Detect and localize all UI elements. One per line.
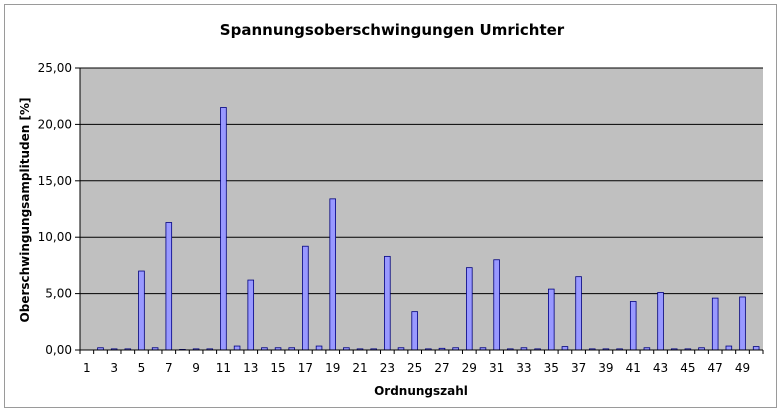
bar-order-5 — [138, 270, 145, 351]
bar-order-48 — [725, 345, 733, 351]
x-tick-label: 25 — [407, 361, 422, 375]
bar-order-7 — [165, 222, 173, 351]
bar-order-36 — [561, 346, 569, 351]
x-tick-label: 21 — [352, 361, 367, 375]
bar-order-29 — [466, 267, 473, 351]
x-tick-label: 9 — [192, 361, 200, 375]
bar-order-12 — [233, 345, 241, 351]
x-tick-label: 41 — [626, 361, 641, 375]
bar-order-31 — [493, 259, 500, 351]
x-tick-label: 39 — [598, 361, 613, 375]
bar-order-50 — [752, 346, 760, 351]
x-tick-label: 37 — [571, 361, 586, 375]
y-tick-labels: 0,00 5,00 10,00 15,00 20,00 25,00 — [38, 61, 72, 357]
bar-order-43 — [657, 292, 664, 351]
x-tick-label: 31 — [489, 361, 504, 375]
y-tick-label: 25,00 — [38, 61, 72, 75]
x-tick-label: 1 — [83, 361, 91, 375]
plot-area — [80, 68, 763, 350]
bar-order-17 — [302, 245, 309, 351]
x-tick-label: 33 — [516, 361, 531, 375]
bar-order-49 — [739, 296, 746, 351]
x-tick-label: 17 — [298, 361, 313, 375]
x-tick-label: 35 — [544, 361, 559, 375]
y-tick-label: 10,00 — [38, 230, 72, 244]
x-tick-label: 23 — [380, 361, 395, 375]
x-tick-label: 7 — [165, 361, 173, 375]
x-tick-label: 13 — [243, 361, 258, 375]
x-tick-labels: 1 3 5 7 9 11 13 15 17 19 21 23 25 27 29 31 33 35 37 39 41 43 4… — [83, 361, 750, 375]
bars — [97, 107, 760, 351]
bar-order-47 — [711, 297, 719, 351]
y-tick-label: 5,00 — [45, 287, 72, 301]
grid-lines — [75, 67, 763, 351]
bar-order-41 — [629, 301, 637, 351]
x-tick-label: 5 — [138, 361, 146, 375]
y-axis-label: Oberschwingungsamplituden [%] — [18, 98, 32, 323]
bar-order-11 — [220, 107, 227, 351]
x-tick-label: 47 — [708, 361, 723, 375]
y-tick-label: 20,00 — [38, 117, 72, 131]
x-tick-label: 19 — [325, 361, 340, 375]
bar-order-13 — [247, 279, 255, 351]
x-tick-label: 3 — [110, 361, 118, 375]
x-tick-label: 43 — [653, 361, 668, 375]
x-tick-label: 45 — [680, 361, 695, 375]
bar-order-35 — [548, 288, 555, 351]
x-tick-label: 15 — [270, 361, 285, 375]
y-tick-label: 0,00 — [45, 343, 72, 357]
chart-title: Spannungsoberschwingungen Umrichter — [220, 21, 565, 39]
x-tick-label: 27 — [434, 361, 449, 375]
bar-order-37 — [575, 276, 582, 351]
x-tick-label: 49 — [735, 361, 750, 375]
x-tick-label: 11 — [216, 361, 231, 375]
bar-order-18 — [315, 345, 323, 351]
bar-order-19 — [329, 198, 336, 351]
bar-order-25 — [411, 311, 418, 351]
x-tick-label: 29 — [462, 361, 477, 375]
bar-order-23 — [384, 255, 391, 351]
axes — [79, 68, 764, 354]
y-tick-label: 15,00 — [38, 174, 72, 188]
x-axis-label: Ordnungszahl — [374, 384, 468, 398]
